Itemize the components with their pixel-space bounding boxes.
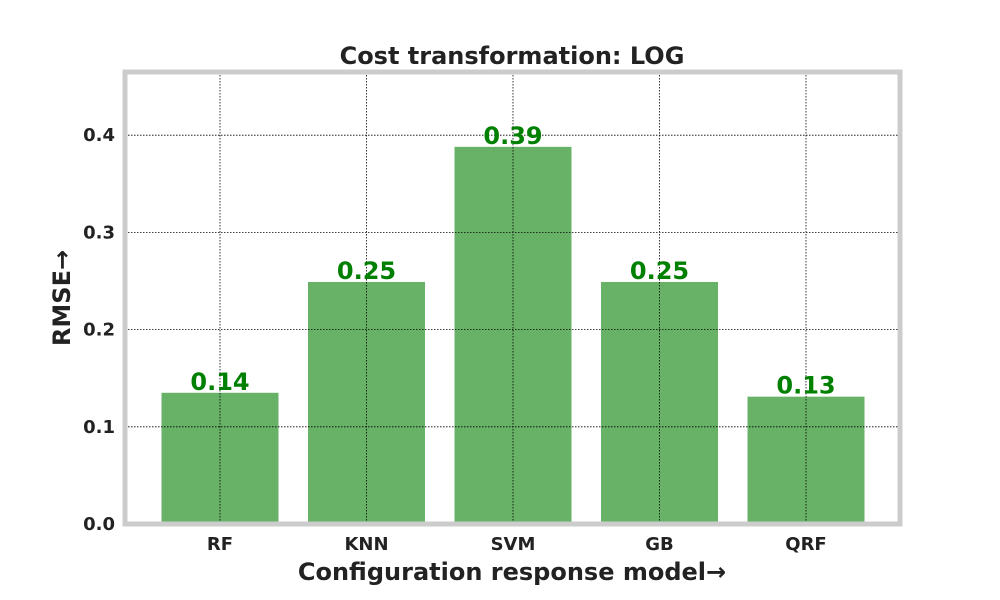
y-axis-label: RMSE→ [48, 250, 76, 346]
data-label: 0.14 [190, 368, 249, 396]
data-label: 0.39 [483, 122, 542, 150]
grid-lines [125, 72, 900, 524]
x-tick-label: KNN [344, 534, 388, 555]
x-tick-label: GB [645, 534, 674, 555]
x-axis-label: Configuration response model→ [298, 558, 726, 586]
y-tick-label: 0.4 [83, 125, 115, 146]
x-tick-label: SVM [491, 534, 536, 555]
data-label: 0.13 [776, 372, 835, 400]
data-label: 0.25 [337, 257, 396, 285]
plot-frame [122, 69, 903, 527]
y-tick-label: 0.1 [83, 417, 115, 438]
bars [161, 146, 865, 525]
data-label: 0.25 [630, 257, 689, 285]
y-tick-label: 0.2 [83, 320, 115, 341]
x-tick-label: QRF [785, 534, 826, 555]
y-tick-label: 0.0 [83, 514, 115, 535]
y-axis-ticks: 0.0 0.1 0.2 0.3 0.4 [83, 125, 115, 535]
data-labels: 0.14 0.25 0.39 0.25 0.13 [190, 122, 835, 400]
y-tick-label: 0.3 [83, 222, 115, 243]
x-axis-ticks: RF KNN SVM GB QRF [207, 534, 827, 555]
x-tick-label: RF [207, 534, 233, 555]
chart-title: Cost transformation: LOG [340, 42, 685, 70]
bar [454, 146, 572, 525]
